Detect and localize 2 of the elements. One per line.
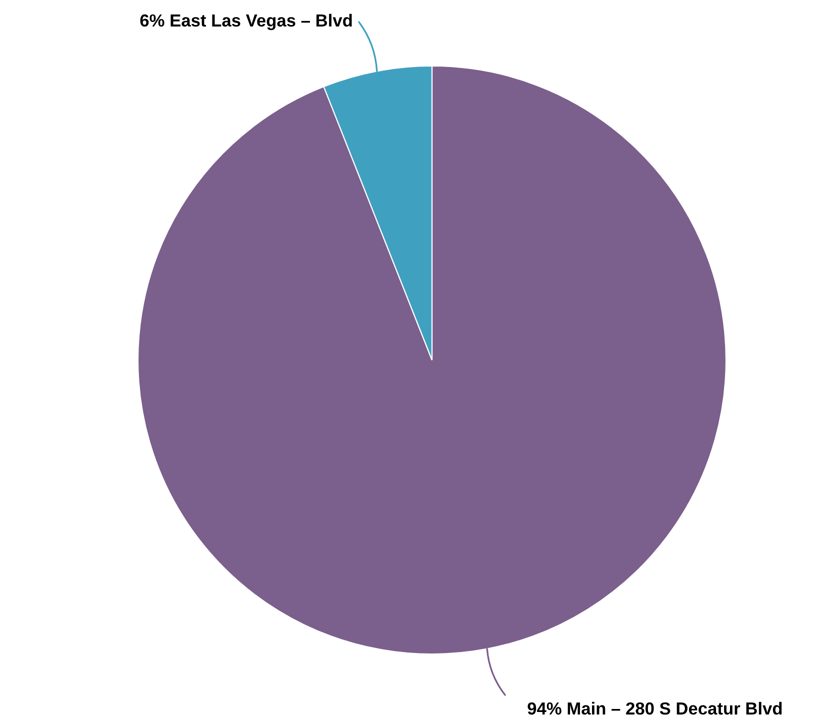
slice-label: 6% East Las Vegas – Blvd — [140, 14, 352, 30]
slice-label: 94% Main – 280 S Decatur Blvd — [528, 702, 782, 715]
